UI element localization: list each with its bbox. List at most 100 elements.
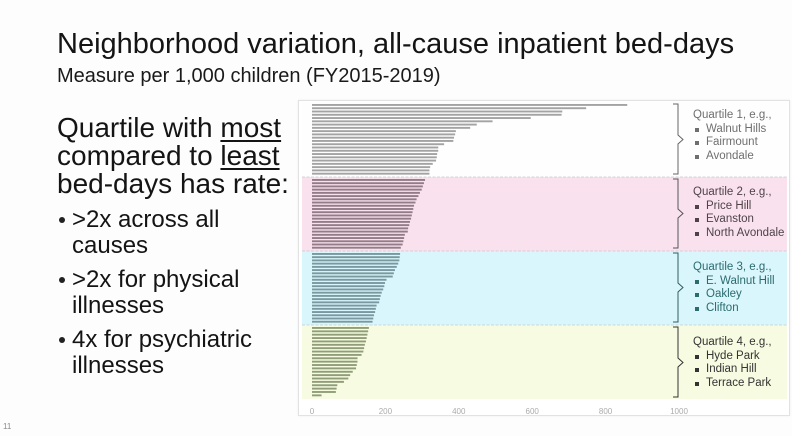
slide-subtitle: Measure per 1,000 children (FY2015-2019) [57, 65, 441, 87]
quartile-example: Evanston [693, 213, 784, 227]
square-bullet-icon [695, 141, 699, 145]
bar [312, 347, 365, 350]
bar [312, 384, 338, 387]
bar [312, 394, 322, 397]
slide-title: Neighborhood variation, all-cause inpati… [57, 28, 735, 60]
bar [312, 220, 410, 223]
bar [312, 146, 439, 149]
square-bullet-icon [695, 279, 699, 284]
bar [312, 337, 367, 340]
quartile-2-annotation: Quartile 2, e.g., Price Hill Evanston No… [693, 186, 784, 240]
bar [312, 367, 357, 370]
square-bullet-icon [695, 218, 699, 222]
bar [312, 265, 397, 268]
quartile-title: Quartile 1, e.g., [693, 109, 772, 121]
quartile-example: Walnut Hills [693, 123, 772, 137]
bar [312, 374, 351, 377]
bar [312, 126, 471, 129]
bar [312, 370, 353, 373]
quartile-example: Indian Hill [693, 363, 772, 377]
bar [312, 191, 420, 194]
bar [312, 179, 426, 181]
bar [312, 159, 437, 162]
quartile-4-brace-icon [673, 326, 684, 398]
bar [312, 120, 493, 123]
bar [312, 269, 395, 272]
bar [312, 113, 562, 116]
bar [312, 117, 531, 119]
x-tick-label: 0 [310, 407, 315, 416]
square-bullet-icon [695, 354, 699, 359]
bar [312, 233, 405, 236]
bar [312, 140, 454, 142]
bar [312, 259, 400, 262]
bar [312, 272, 394, 275]
bar [312, 282, 386, 284]
bar [312, 278, 387, 281]
bar [312, 256, 400, 259]
bar [312, 211, 413, 214]
bullet-item: 4x for psychiatric illnesses [57, 327, 285, 379]
bar [312, 110, 563, 113]
summary-bullet-list: >2x across all causes >2x for physical i… [57, 207, 289, 379]
bar [312, 314, 375, 317]
square-bullet-icon [695, 368, 699, 372]
quartile-4-annotation: Quartile 4, e.g., Hyde Park Indian Hill … [693, 336, 772, 390]
summary-heading-line-3: bed-days has rate: [57, 168, 289, 199]
bar [312, 285, 385, 288]
quartile-example: E. Walnut Hill [693, 275, 775, 289]
bullet-icon [59, 217, 65, 223]
heading-text: Quartile with [57, 112, 221, 143]
quartile-example: Oakley [693, 288, 775, 302]
square-bullet-icon [695, 381, 699, 386]
quartile-example: Price Hill [693, 200, 784, 214]
bar [312, 243, 403, 246]
quartile-example: Terrace Park [693, 377, 772, 391]
example-text: Oakley [706, 288, 742, 300]
bar [312, 230, 408, 233]
bar [312, 340, 366, 343]
bar [312, 217, 412, 220]
example-text: North Avondale [706, 226, 785, 239]
example-text: Avondale [706, 149, 754, 162]
bar [312, 301, 380, 304]
bar [312, 353, 362, 356]
x-axis: 0 200 400 600 800 1000 [310, 407, 689, 416]
bar [312, 188, 422, 191]
bar [312, 253, 401, 255]
bar [312, 357, 358, 360]
bullet-icon [59, 277, 65, 283]
bar [312, 330, 369, 333]
x-tick-label: 1000 [670, 407, 688, 416]
bar [312, 343, 365, 346]
summary-heading-line-1: Quartile with most [57, 114, 289, 142]
heading-emphasis-least: least [220, 140, 280, 171]
bullet-text: 4x for psychiatric illnesses [72, 326, 253, 379]
x-tick-label: 200 [379, 407, 393, 416]
page-number: 11 [3, 422, 12, 431]
example-text: E. Walnut Hill [706, 274, 775, 287]
bar [312, 130, 456, 133]
example-text: Evanston [706, 213, 754, 225]
quartile-example: Avondale [693, 150, 772, 164]
bar [312, 364, 357, 366]
bar [312, 162, 433, 165]
bar [312, 350, 364, 353]
bar [312, 294, 381, 297]
bar [312, 156, 437, 159]
quartile-example: Fairmount [693, 136, 772, 150]
square-bullet-icon [695, 204, 699, 209]
example-text: Terrace Park [706, 376, 772, 389]
square-bullet-icon [695, 127, 699, 132]
bar [312, 360, 358, 363]
quartile-title: Quartile 3, e.g., [693, 261, 772, 273]
example-text: Fairmount [706, 136, 758, 148]
quartile-title: Quartile 4, e.g., [693, 336, 772, 348]
bar [312, 107, 587, 110]
bar [312, 182, 424, 185]
bar [312, 214, 412, 217]
bar [312, 380, 344, 383]
heading-emphasis-most: most [220, 112, 282, 143]
bar [312, 195, 419, 198]
bar [312, 246, 401, 249]
